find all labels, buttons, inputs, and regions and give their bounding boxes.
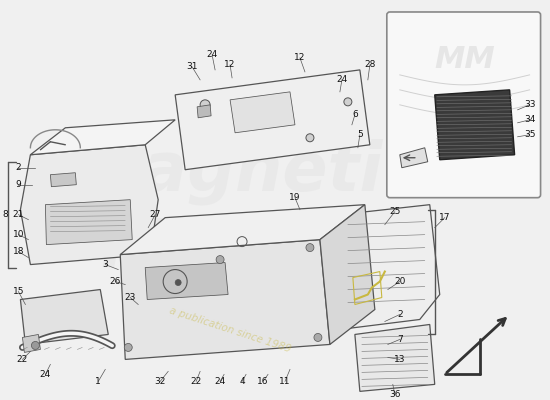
Circle shape [344, 98, 352, 106]
Text: 16: 16 [257, 377, 269, 386]
Text: 27: 27 [150, 210, 161, 219]
Polygon shape [355, 324, 434, 391]
Text: 7: 7 [397, 335, 403, 344]
Text: 24: 24 [336, 75, 348, 84]
Polygon shape [197, 105, 211, 118]
Polygon shape [120, 240, 330, 360]
Text: 8: 8 [3, 210, 8, 219]
Text: 23: 23 [124, 293, 136, 302]
Text: 6: 6 [352, 110, 358, 119]
Circle shape [175, 280, 181, 286]
Text: 15: 15 [13, 287, 24, 296]
Polygon shape [20, 145, 158, 264]
Circle shape [200, 100, 210, 110]
Polygon shape [320, 205, 375, 344]
Text: 2: 2 [397, 310, 403, 319]
Polygon shape [230, 92, 295, 133]
Polygon shape [145, 262, 228, 300]
Text: 26: 26 [109, 277, 121, 286]
Text: 2: 2 [15, 163, 21, 172]
Text: 10: 10 [13, 230, 24, 239]
Text: Magneti
Marelli: Magneti Marelli [77, 138, 383, 281]
Polygon shape [434, 90, 515, 160]
Text: 33: 33 [524, 100, 535, 109]
Polygon shape [30, 120, 175, 155]
Polygon shape [51, 173, 76, 187]
Text: 24: 24 [214, 377, 225, 386]
Text: 21: 21 [13, 210, 24, 219]
Text: 18: 18 [13, 247, 24, 256]
Polygon shape [175, 70, 370, 170]
Circle shape [124, 344, 132, 352]
Text: MM: MM [434, 46, 495, 74]
Text: 19: 19 [289, 193, 301, 202]
Text: 22: 22 [17, 355, 28, 364]
Text: 4: 4 [239, 377, 245, 386]
Circle shape [31, 342, 40, 350]
Text: 5: 5 [357, 130, 363, 139]
Text: 36: 36 [389, 390, 400, 399]
Text: 28: 28 [364, 60, 376, 69]
Text: 12: 12 [294, 54, 306, 62]
Text: 20: 20 [394, 277, 405, 286]
Text: a publication since 1989: a publication since 1989 [168, 305, 292, 354]
Text: 3: 3 [102, 260, 108, 269]
Circle shape [306, 134, 314, 142]
Text: 12: 12 [224, 60, 236, 69]
Text: 9: 9 [15, 180, 21, 189]
Text: 24: 24 [40, 370, 51, 379]
Text: 35: 35 [524, 130, 535, 139]
Text: 22: 22 [190, 377, 202, 386]
Text: 34: 34 [524, 115, 535, 124]
Polygon shape [23, 334, 40, 352]
Text: 17: 17 [439, 213, 450, 222]
Polygon shape [45, 200, 132, 245]
Polygon shape [20, 290, 108, 344]
Text: 13: 13 [394, 355, 405, 364]
Text: 25: 25 [389, 207, 400, 216]
Circle shape [216, 256, 224, 264]
Polygon shape [335, 205, 440, 330]
Text: 1: 1 [95, 377, 101, 386]
Text: 32: 32 [155, 377, 166, 386]
Text: 31: 31 [186, 62, 198, 71]
Text: 24: 24 [206, 50, 218, 60]
Circle shape [314, 334, 322, 342]
Text: 11: 11 [279, 377, 291, 386]
Polygon shape [120, 205, 365, 254]
Polygon shape [400, 148, 428, 168]
FancyBboxPatch shape [387, 12, 541, 198]
Circle shape [306, 244, 314, 252]
